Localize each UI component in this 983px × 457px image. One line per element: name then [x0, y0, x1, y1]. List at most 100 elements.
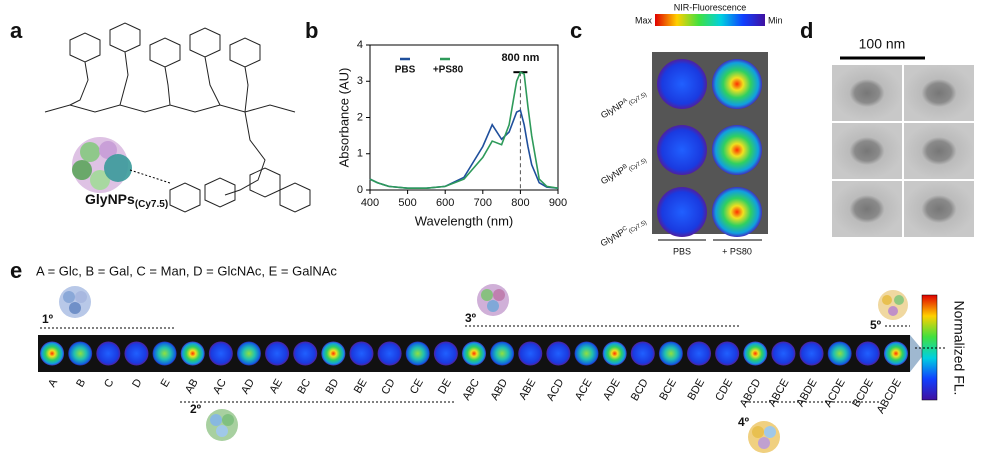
nanoparticle-icon	[72, 137, 171, 193]
category-label: BD	[323, 377, 341, 396]
column-label: + PS80	[722, 246, 752, 256]
colorbar-label: Normalized FL.	[951, 301, 967, 396]
column-label: PBS	[673, 246, 691, 256]
category-label: ACD	[544, 377, 566, 403]
colorbar-title: NIR-Fluorescence	[674, 2, 747, 12]
well	[293, 341, 318, 366]
category-label: BC	[295, 377, 313, 396]
row-label: GlyNPA(Cy7.5)	[599, 87, 648, 122]
category-label: E	[159, 377, 173, 389]
x-tick-label: 400	[361, 197, 379, 209]
category-label: ACE	[573, 377, 595, 403]
x-tick-label: 900	[549, 197, 567, 209]
row-label-part: (Cy7.5)	[628, 158, 648, 173]
well	[574, 341, 599, 366]
category-label: CDE	[713, 377, 735, 403]
tem-images	[832, 65, 974, 237]
category-label: ABC	[460, 377, 482, 403]
well	[630, 341, 655, 366]
category-label: DE	[436, 377, 454, 396]
category-label: ABCDE	[875, 377, 904, 416]
category-label: C	[102, 377, 116, 390]
category-label: A	[46, 376, 60, 389]
y-tick-label: 0	[357, 184, 363, 196]
x-tick-label: 500	[398, 197, 416, 209]
x-axis-label: Wavelength (nm)	[415, 213, 514, 228]
panel-label: a	[10, 18, 23, 43]
x-tick-label: 600	[436, 197, 454, 209]
well	[687, 341, 712, 366]
sugar-legend: A = Glc, B = Gal, C = Man, D = GlcNAc, E…	[36, 263, 337, 278]
category-label: BE	[352, 377, 370, 396]
row-label: GlyNPC(Cy7.5)	[599, 215, 648, 250]
well	[799, 341, 824, 366]
well	[827, 341, 852, 366]
well	[40, 341, 65, 366]
well	[658, 341, 683, 366]
scale-bar-label: 100 nm	[859, 36, 906, 52]
category-label: BCE	[657, 377, 679, 403]
row-label-part: B	[622, 163, 628, 170]
well	[602, 341, 627, 366]
x-tick-label: 700	[474, 197, 492, 209]
y-tick-label: 3	[357, 75, 363, 87]
row-label-part: (Cy7.5)	[628, 220, 648, 235]
category-label: ABD	[489, 377, 511, 403]
category-label: ADE	[601, 377, 623, 403]
panel-label: c	[570, 18, 582, 43]
well	[349, 341, 374, 366]
well	[68, 341, 93, 366]
panel-label: d	[800, 18, 813, 43]
category-label: BCD	[629, 377, 651, 403]
well	[715, 341, 740, 366]
panel-label: e	[10, 258, 22, 283]
well	[771, 341, 796, 366]
wells	[657, 59, 762, 237]
well	[124, 341, 149, 366]
well	[462, 341, 486, 366]
category-label: AB	[183, 377, 201, 396]
category-label: BCDE	[850, 377, 876, 409]
category-label: AE	[267, 377, 285, 396]
nanoparticle-label: GlyNPs(Cy7.5)	[85, 191, 168, 210]
colorbar-min: Min	[768, 15, 783, 25]
legend-label: +PS80	[433, 65, 464, 76]
category-label: AD	[239, 377, 257, 396]
chemical-structure	[44, 22, 311, 213]
category-label: BDE	[685, 377, 707, 403]
colorbar-max: Max	[635, 15, 653, 25]
series-line	[369, 71, 559, 189]
order-label: 5º	[870, 318, 882, 332]
row-label: GlyNPB(Cy7.5)	[599, 153, 648, 188]
y-tick-label: 4	[357, 39, 363, 51]
annotation: 800 nm	[501, 52, 539, 64]
y-axis-label: Absorbance (AU)	[336, 68, 351, 168]
row-label-part: C	[621, 225, 628, 233]
category-label: AC	[211, 377, 229, 396]
order-label: 1º	[42, 312, 54, 326]
well	[96, 341, 121, 366]
well	[518, 341, 543, 366]
well	[236, 341, 261, 366]
order-label: 4º	[738, 415, 750, 429]
well	[743, 341, 768, 366]
well	[321, 341, 346, 366]
y-tick-label: 1	[357, 148, 363, 160]
well	[180, 341, 205, 366]
panel-label: b	[305, 18, 318, 43]
well	[405, 341, 430, 366]
well	[546, 341, 571, 366]
category-label: B	[74, 377, 88, 389]
category-label: ABCD	[738, 377, 764, 410]
category-label: D	[130, 377, 144, 390]
row-label-part: (Cy7.5)	[628, 92, 648, 107]
well	[490, 341, 515, 366]
well	[208, 341, 233, 366]
y-tick-label: 2	[357, 111, 363, 123]
well	[152, 341, 177, 366]
order-label: 3º	[465, 311, 477, 325]
x-tick-label: 800	[511, 197, 529, 209]
well	[377, 341, 402, 366]
well	[883, 341, 908, 366]
